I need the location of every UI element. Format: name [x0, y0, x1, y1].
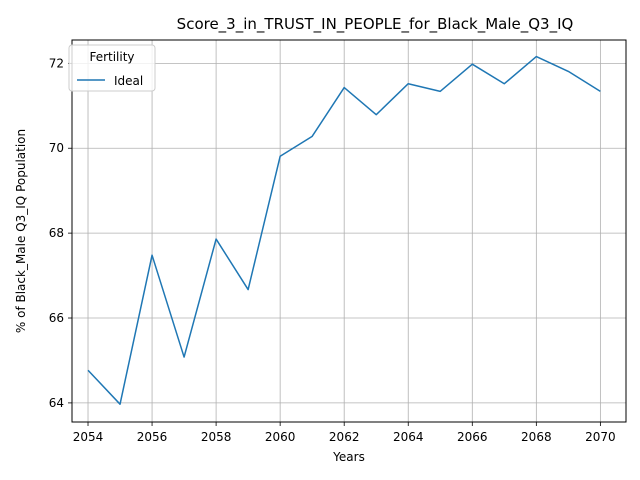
x-tick-label: 2066: [457, 430, 488, 444]
y-tick-label: 70: [49, 141, 64, 155]
x-tick-label: 2070: [585, 430, 616, 444]
plot-frame: [71, 39, 627, 423]
y-tick-label: 64: [49, 396, 64, 410]
y-tick-label: 66: [49, 311, 64, 325]
grid-lines: [72, 40, 626, 422]
y-tick-label: 68: [49, 226, 64, 240]
x-tick-label: 2064: [393, 430, 424, 444]
x-axis-ticks: 2054 2056 2058 2060 2062 2064 2066 2068 2070: [73, 422, 616, 444]
x-tick-label: 2058: [201, 430, 232, 444]
legend-title: Fertility: [89, 50, 134, 64]
x-axis-label: Years: [332, 450, 365, 464]
y-axis-label: % of Black_Male Q3_IQ Population: [14, 129, 28, 333]
x-tick-label: 2060: [265, 430, 296, 444]
x-tick-label: 2062: [329, 430, 360, 444]
legend-label-ideal: Ideal: [114, 74, 143, 88]
chart-title: Score_3_in_TRUST_IN_PEOPLE_for_Black_Mal…: [177, 15, 574, 34]
y-axis-ticks: 64 66 68 70 72: [49, 56, 72, 410]
legend: Fertility Ideal: [68, 44, 156, 92]
x-tick-label: 2068: [521, 430, 552, 444]
series-line-ideal: [87, 55, 601, 405]
x-tick-label: 2054: [73, 430, 104, 444]
x-tick-label: 2056: [137, 430, 168, 444]
y-tick-label: 72: [49, 56, 64, 70]
series-layer: [87, 55, 601, 405]
